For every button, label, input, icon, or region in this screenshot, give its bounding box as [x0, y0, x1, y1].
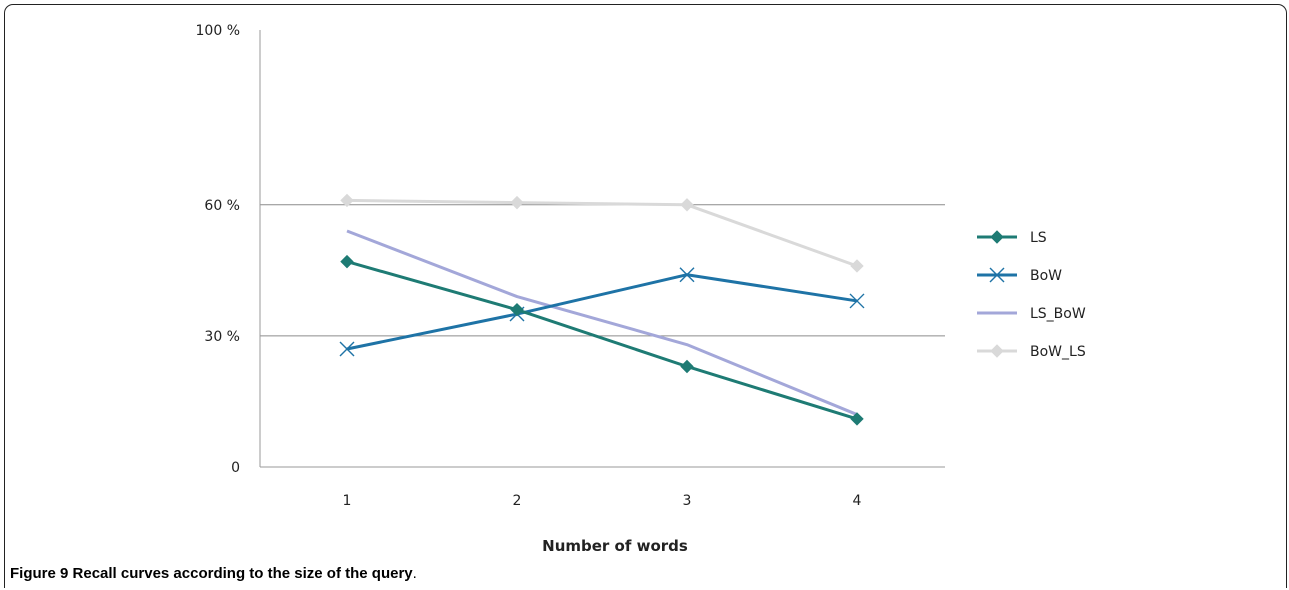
x-tick-label: 1: [343, 493, 352, 509]
legend-marker: [990, 230, 1004, 244]
legend-item: LS_BoW: [977, 306, 1086, 322]
data-point: [849, 293, 865, 309]
legend: LS BoW LS_BoW BoW_LS: [977, 230, 1086, 360]
series-ls-bow: [346, 229, 858, 416]
data-point: [340, 193, 354, 208]
gridlines: [260, 204, 945, 337]
data-point: [850, 412, 864, 426]
data-point: [510, 302, 524, 317]
data-point: [680, 359, 694, 374]
legend-marker: [990, 344, 1004, 358]
y-tick-label: 60 %: [204, 198, 240, 214]
legend-label: BoW: [1030, 268, 1062, 284]
data-point: [850, 259, 864, 273]
legend-item: BoW: [977, 267, 1062, 284]
series-lines: [339, 193, 865, 426]
figure-frame: [4, 4, 1287, 588]
data-point: [679, 267, 695, 283]
series-bow-ls: [340, 193, 864, 273]
caption-period: .: [412, 565, 417, 582]
data-point: [680, 198, 694, 212]
caption-label: Figure 9: [10, 565, 69, 582]
series-line: [346, 229, 858, 416]
y-tick-label: 100 %: [196, 23, 240, 39]
x-tick-label: 3: [683, 493, 692, 509]
x-axis-title: Number of words: [542, 537, 688, 555]
legend-label: BoW_LS: [1030, 344, 1086, 360]
series-ls: [340, 254, 864, 426]
data-point: [340, 254, 354, 269]
figure-caption: Figure 9 Recall curves according to the …: [10, 565, 417, 582]
x-tick-label: 4: [853, 493, 862, 509]
legend-label: LS_BoW: [1030, 306, 1086, 322]
y-tick-label: 0: [231, 460, 240, 476]
y-tick-labels: 0 30 % 60 % 100 %: [196, 23, 240, 476]
recall-line-chart: 0 30 % 60 % 100 % 1 2 3 4 LS BoW LS_BoW BoW_LS Nu…: [196, 23, 1086, 555]
x-tick-label: 2: [513, 493, 522, 509]
legend-item: BoW_LS: [977, 344, 1086, 360]
series-line: [346, 198, 858, 268]
caption-text: Recall curves according to the size of t…: [72, 565, 413, 582]
data-point: [510, 195, 524, 210]
legend-label: LS: [1030, 230, 1047, 246]
series-line: [346, 273, 858, 351]
x-tick-labels: 1 2 3 4: [343, 493, 862, 509]
legend-item: LS: [977, 230, 1047, 246]
series-line: [346, 260, 858, 421]
data-point: [339, 341, 355, 357]
legend-marker: [989, 267, 1005, 283]
y-tick-label: 30 %: [204, 329, 240, 345]
